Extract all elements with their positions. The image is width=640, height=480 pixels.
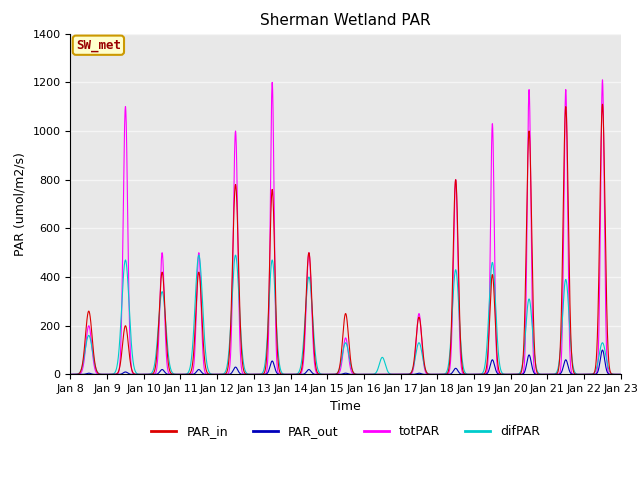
PAR_out — [617, 372, 625, 377]
totPAR — [166, 371, 173, 377]
PAR_in — [67, 372, 74, 377]
Line: totPAR: totPAR — [70, 80, 621, 374]
difPAR — [469, 372, 477, 377]
PAR_in — [500, 372, 508, 377]
PAR_out — [67, 372, 74, 377]
totPAR — [325, 372, 333, 377]
Y-axis label: PAR (umol/m2/s): PAR (umol/m2/s) — [14, 152, 27, 256]
PAR_in — [325, 372, 333, 377]
totPAR — [67, 372, 74, 377]
Line: difPAR: difPAR — [70, 255, 621, 374]
Line: PAR_out: PAR_out — [70, 350, 621, 374]
totPAR — [616, 372, 624, 377]
PAR_in — [166, 366, 173, 372]
totPAR — [598, 77, 606, 83]
PAR_out — [469, 372, 477, 377]
Line: PAR_in: PAR_in — [70, 104, 621, 374]
Legend: PAR_in, PAR_out, totPAR, difPAR: PAR_in, PAR_out, totPAR, difPAR — [147, 420, 545, 443]
difPAR — [438, 372, 446, 377]
totPAR — [360, 372, 368, 377]
difPAR — [325, 372, 333, 377]
difPAR — [166, 359, 173, 365]
difPAR — [67, 372, 74, 377]
difPAR — [500, 372, 508, 377]
PAR_in — [616, 372, 624, 377]
X-axis label: Time: Time — [330, 400, 361, 413]
PAR_out — [325, 372, 333, 377]
PAR_out — [598, 347, 606, 353]
totPAR — [438, 372, 446, 377]
Title: Sherman Wetland PAR: Sherman Wetland PAR — [260, 13, 431, 28]
PAR_out — [438, 372, 446, 377]
PAR_out — [500, 372, 508, 377]
totPAR — [617, 372, 625, 377]
PAR_in — [438, 372, 446, 377]
PAR_in — [617, 372, 625, 377]
difPAR — [195, 252, 203, 258]
difPAR — [616, 372, 624, 377]
difPAR — [617, 372, 625, 377]
PAR_out — [360, 372, 368, 377]
PAR_out — [166, 372, 173, 377]
PAR_in — [598, 101, 606, 107]
Text: SW_met: SW_met — [76, 39, 121, 52]
PAR_in — [469, 372, 477, 377]
totPAR — [469, 372, 477, 377]
PAR_out — [616, 372, 624, 377]
totPAR — [500, 372, 508, 377]
PAR_in — [360, 372, 368, 377]
